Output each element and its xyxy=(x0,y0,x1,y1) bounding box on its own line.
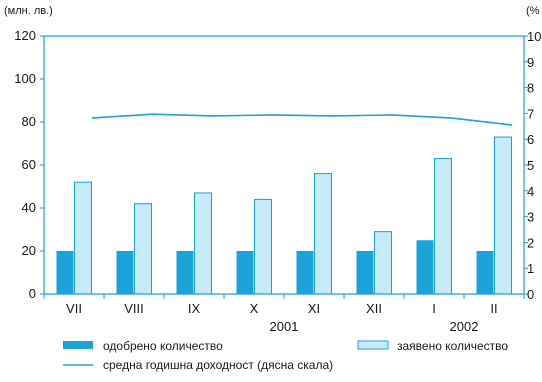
left-tick-label-20: 20 xyxy=(22,243,36,258)
bar-approved-x xyxy=(236,251,254,294)
right-tick-label-7: 7 xyxy=(527,106,534,121)
right-tick-label-9: 9 xyxy=(527,55,534,70)
bar-requested-x xyxy=(254,198,272,295)
right-tick-label-8: 8 xyxy=(527,81,534,96)
legend-label-requested: заявено количество xyxy=(397,339,508,353)
right-tick-label-4: 4 xyxy=(527,184,534,199)
x-tick-label-ix: IX xyxy=(188,301,201,316)
left-axis-unit: (млн. лв.) xyxy=(4,5,53,17)
right-axis-ticks: 0 1 2 3 4 5 6 7 8 9 10 xyxy=(524,29,541,302)
yield-line-path xyxy=(91,113,513,126)
legend-label-yield: средна годишна доходност (дясна скала) xyxy=(103,358,333,372)
bar-requested-xi xyxy=(314,173,332,295)
legend-label-approved: одобрено количество xyxy=(103,339,223,353)
left-axis-ticks: 0 20 40 60 80 100 120 xyxy=(14,28,44,301)
x-tick-label-xi: XI xyxy=(308,301,320,316)
left-tick-label-120: 120 xyxy=(14,28,36,43)
bar-requested-xii xyxy=(374,231,392,295)
left-tick-label-0: 0 xyxy=(29,286,36,301)
left-tick-label-100: 100 xyxy=(14,71,36,86)
x-tick-label-i: I xyxy=(432,301,436,316)
left-tick-label-60: 60 xyxy=(22,157,36,172)
left-tick-label-40: 40 xyxy=(22,200,36,215)
bar-requested-i xyxy=(434,158,452,295)
bar-approved-i xyxy=(416,240,434,294)
legend-swatch-requested xyxy=(357,340,389,350)
right-tick-label-1: 1 xyxy=(527,261,534,276)
x-tick-label-xii: XII xyxy=(366,301,382,316)
bars xyxy=(56,136,512,295)
year-label-2001: 2001 xyxy=(270,319,299,334)
left-tick-label-80: 80 xyxy=(22,114,36,129)
right-tick-label-6: 6 xyxy=(527,132,534,147)
bar-approved-viii xyxy=(116,251,134,294)
right-axis-unit: (% xyxy=(526,5,540,17)
bar-approved-ix xyxy=(176,251,194,294)
bar-approved-ii xyxy=(476,251,494,294)
bar-approved-xi xyxy=(296,251,314,294)
bar-approved-vii xyxy=(56,251,74,294)
legend-swatch-approved xyxy=(63,341,93,349)
yield-line xyxy=(91,113,513,126)
x-tick-label-ii: II xyxy=(490,301,497,316)
right-tick-label-2: 2 xyxy=(527,235,534,250)
right-tick-label-10: 10 xyxy=(527,29,541,44)
bar-requested-ix xyxy=(194,192,212,295)
right-tick-label-3: 3 xyxy=(527,210,534,225)
x-tick-label-x: X xyxy=(250,301,259,316)
year-label-2002: 2002 xyxy=(450,319,479,334)
bar-approved-xii xyxy=(356,251,374,294)
bar-requested-ii xyxy=(494,136,512,295)
bar-requested-viii xyxy=(134,203,152,295)
bar-requested-vii xyxy=(74,181,92,295)
x-tick-label-vii: VII xyxy=(66,301,82,316)
legend: одобрено количество заявено количество сре… xyxy=(63,339,508,372)
right-tick-label-5: 5 xyxy=(527,158,534,173)
x-tick-label-viii: VIII xyxy=(124,301,144,316)
right-tick-label-0: 0 xyxy=(527,287,534,302)
